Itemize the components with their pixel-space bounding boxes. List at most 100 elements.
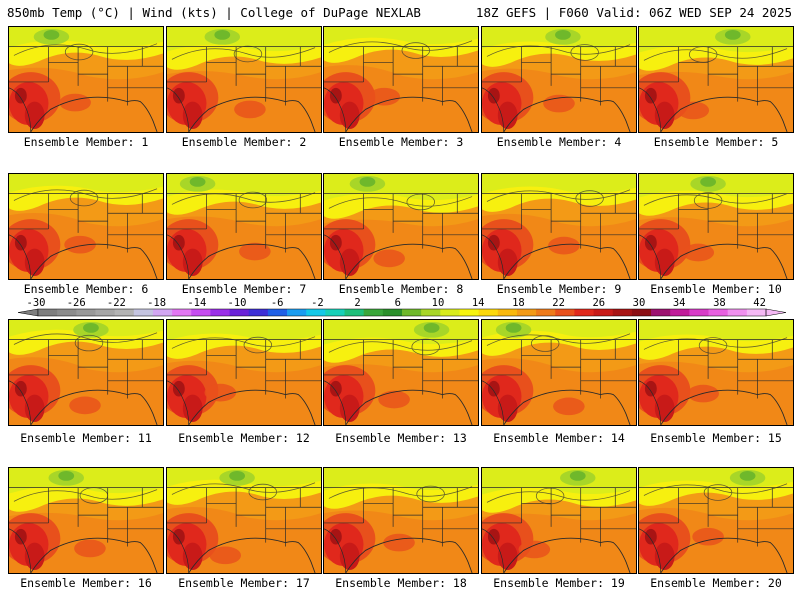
colorbar-tick-label: 38 [713, 297, 726, 309]
colorbar-swatch [38, 309, 58, 316]
member-map-panel [8, 173, 164, 280]
colorbar-max-arrow [765, 308, 787, 317]
member-label: Ensemble Member: 3 [338, 135, 464, 149]
member-label: Ensemble Member: 11 [20, 431, 152, 445]
member-map-panel [8, 319, 164, 426]
member-map-panel [8, 467, 164, 574]
colorbar-swatch [593, 309, 614, 316]
temperature-field-map [324, 174, 478, 279]
member-label: Ensemble Member: 8 [338, 282, 464, 296]
member-label: Ensemble Member: 17 [178, 576, 310, 590]
colorbar-tick-label: 26 [592, 297, 606, 309]
colorbar-swatch [612, 309, 633, 316]
colorbar-swatch [210, 309, 231, 316]
colorbar-tick-label: 22 [552, 297, 565, 309]
temperature-field-map [324, 320, 478, 425]
temperature-field-map [9, 320, 163, 425]
temperature-field-map [639, 468, 793, 573]
member-label: Ensemble Member: 5 [653, 135, 779, 149]
colorbar-swatch [689, 309, 710, 316]
colorbar-swatch [727, 309, 748, 316]
member-label: Ensemble Member: 13 [335, 431, 467, 445]
colorbar-swatch [133, 309, 154, 316]
colorbar-swatch [152, 309, 173, 316]
member-map-panel [638, 467, 794, 574]
colorbar-tick-label: 10 [431, 297, 445, 309]
member-map-panel [481, 319, 637, 426]
member-map-panel [481, 467, 637, 574]
colorbar-tick-label: -18 [147, 297, 167, 309]
temperature-field-map [167, 174, 321, 279]
member-label: Ensemble Member: 9 [496, 282, 622, 296]
temperature-field-map [639, 320, 793, 425]
colorbar-tick-label: -26 [66, 297, 86, 309]
colorbar-tick-label: -2 [311, 297, 324, 309]
colorbar-swatch [172, 309, 192, 316]
colorbar-swatch [459, 309, 480, 316]
colorbar-swatch [651, 309, 671, 316]
colorbar-swatch [287, 309, 307, 316]
colorbar-tick-label: 34 [672, 297, 686, 309]
colorbar-tick-label: 2 [354, 297, 361, 309]
member-label: Ensemble Member: 18 [335, 576, 467, 590]
member-map-panel [638, 173, 794, 280]
colorbar-swatch [402, 309, 422, 316]
colorbar-min-arrow [17, 308, 39, 317]
colorbar-swatch [555, 309, 575, 316]
colorbar-swatch [631, 309, 652, 316]
colorbar-swatch [440, 309, 460, 316]
member-label: Ensemble Member: 20 [650, 576, 782, 590]
colorbar-tick-label: 18 [512, 297, 525, 309]
colorbar-swatch [57, 309, 77, 316]
member-label: Ensemble Member: 2 [181, 135, 307, 149]
temperature-field-map [482, 27, 636, 132]
colorbar-swatch [267, 309, 288, 316]
temperature-field-map [639, 174, 793, 279]
colorbar-tick-label: 42 [753, 297, 766, 309]
colorbar-swatch [497, 309, 518, 316]
member-label: Ensemble Member: 10 [650, 282, 782, 296]
member-map-panel [323, 173, 479, 280]
temperature-colorbar [17, 308, 787, 317]
member-map-panel [323, 26, 479, 133]
temperature-field-map [167, 468, 321, 573]
member-map-panel [323, 319, 479, 426]
member-map-panel [8, 26, 164, 133]
member-label: Ensemble Member: 4 [496, 135, 622, 149]
temperature-field-map [167, 320, 321, 425]
colorbar-swatch [95, 309, 116, 316]
member-map-panel [481, 26, 637, 133]
colorbar-swatch [229, 309, 250, 316]
member-label: Ensemble Member: 19 [493, 576, 625, 590]
colorbar-swatch [478, 309, 499, 316]
colorbar-swatch [76, 309, 96, 316]
colorbar-swatch [191, 309, 211, 316]
temperature-field-map [324, 468, 478, 573]
valid-time: 18Z GEFS | F060 Valid: 06Z WED SEP 24 20… [475, 5, 792, 20]
colorbar-tick-label: -22 [106, 297, 126, 309]
colorbar-tick-label: 30 [632, 297, 646, 309]
member-map-panel [166, 319, 322, 426]
member-label: Ensemble Member: 6 [23, 282, 149, 296]
member-label: Ensemble Member: 14 [493, 431, 625, 445]
member-label: Ensemble Member: 12 [178, 431, 310, 445]
colorbar-swatch [382, 309, 403, 316]
colorbar-swatch [248, 309, 269, 316]
colorbar-tick-label: -10 [227, 297, 247, 309]
colorbar-swatch [363, 309, 384, 316]
member-label: Ensemble Member: 15 [650, 431, 782, 445]
member-map-panel [166, 26, 322, 133]
temperature-field-map [482, 320, 636, 425]
colorbar-tick-label: -30 [26, 297, 46, 309]
member-map-panel [166, 173, 322, 280]
colorbar-swatch [746, 309, 767, 316]
temperature-field-map [9, 468, 163, 573]
member-map-panel [166, 467, 322, 574]
temperature-field-map [9, 174, 163, 279]
colorbar-swatch [306, 309, 326, 316]
member-label: Ensemble Member: 7 [181, 282, 307, 296]
temperature-field-map [167, 27, 321, 132]
colorbar-swatch [114, 309, 135, 316]
colorbar-swatch [574, 309, 595, 316]
temperature-field-map [482, 468, 636, 573]
